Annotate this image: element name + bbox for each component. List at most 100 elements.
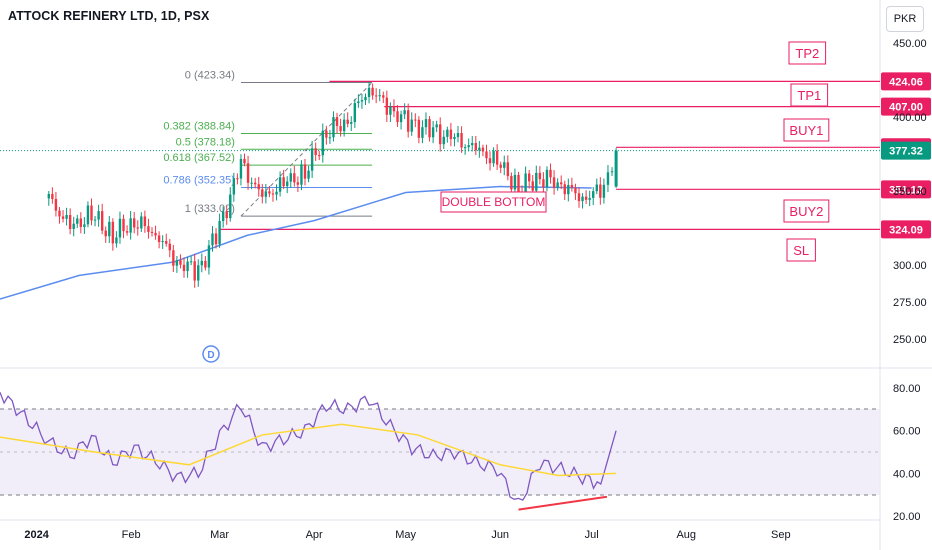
candle-body (310, 148, 314, 171)
tp1-box[interactable] (790, 83, 829, 107)
candle-body (150, 231, 154, 233)
time-axis-tick-label: Jul (585, 529, 599, 541)
candle-body (389, 106, 392, 115)
candle-body (567, 184, 570, 195)
candle-body (403, 110, 406, 115)
candle-body (353, 103, 357, 123)
candle-body (584, 196, 588, 200)
fib-level-label: 0 (423.34) (185, 69, 235, 81)
candle-body (229, 194, 232, 219)
candle-body (485, 151, 488, 159)
dividend-marker-icon[interactable] (202, 345, 220, 363)
double-bottom-box[interactable] (440, 191, 547, 213)
time-axis-tick-label: Mar (210, 529, 229, 541)
candle-body (286, 181, 289, 187)
candle-body (282, 177, 285, 187)
candle-body (61, 216, 65, 219)
candle-body (588, 197, 591, 200)
candle-body (325, 130, 328, 138)
candle-body (364, 97, 367, 101)
time-axis-tick-label: 2024 (24, 529, 49, 541)
buy1-box[interactable] (783, 118, 830, 142)
candle-body (211, 233, 214, 246)
tp2-box[interactable] (788, 41, 827, 65)
candle-body (595, 184, 598, 192)
candle-body (385, 97, 389, 115)
rsi-axis-tick-label: 60.00 (893, 426, 921, 438)
candle-body (510, 176, 513, 190)
candle-body (65, 215, 68, 219)
candle-body (296, 182, 300, 185)
candle-body (197, 265, 200, 281)
candle-body (499, 164, 502, 168)
candle-body (442, 136, 445, 145)
candle-body (257, 184, 260, 190)
candle-body (406, 110, 410, 132)
candle-body (54, 198, 58, 211)
buy2-label: BUY2 (789, 204, 823, 219)
candle-body (339, 125, 342, 132)
candle-body (574, 187, 577, 194)
candle-body (414, 119, 417, 121)
candle-body (303, 164, 307, 179)
time-axis-tick-label: May (395, 529, 416, 541)
buy2-box[interactable] (783, 199, 830, 223)
candle-body (517, 174, 520, 193)
candle-body (264, 191, 268, 197)
candle-body (314, 148, 317, 156)
candle-body (560, 182, 563, 185)
candle-body (189, 261, 193, 263)
rsi-axis-tick-label: 20.00 (893, 511, 921, 523)
candle-body (460, 133, 463, 148)
time-axis-tick-label: Apr (306, 529, 323, 541)
candle-body (346, 119, 349, 124)
fib-level-label: 0.618 (367.52) (163, 152, 235, 164)
candle-body (599, 184, 602, 198)
candle-body (495, 150, 499, 165)
dividend-marker-label: D (207, 350, 214, 361)
candle-body (179, 260, 182, 265)
rsi-overbought-oversold-band (0, 409, 880, 495)
candle-body (129, 218, 132, 233)
rsi-layer (0, 392, 617, 511)
candle-body (239, 158, 243, 179)
price-label-badge (881, 141, 931, 160)
candle-body (90, 205, 93, 221)
moving-average-line (0, 185, 592, 300)
candle-body (125, 231, 129, 233)
candles-layer (47, 81, 618, 288)
candle-body (527, 173, 531, 182)
candle-body (100, 211, 104, 231)
candle-body (243, 158, 246, 164)
candle-body (456, 133, 460, 137)
candle-body (506, 162, 510, 177)
candle-body (392, 106, 396, 112)
candle-body (193, 261, 196, 281)
candle-body (342, 119, 346, 132)
candle-body (531, 181, 534, 191)
candle-body (371, 87, 374, 96)
candle-body (478, 147, 481, 151)
fib-level-label: 0.382 (388.84) (163, 121, 235, 133)
candle-body (154, 232, 157, 236)
candle-body (186, 261, 189, 272)
candle-body (93, 219, 97, 221)
candle-body (300, 164, 303, 185)
candle-body (382, 95, 385, 98)
price-axis-tick-label: 450.00 (893, 38, 927, 50)
candle-body (275, 191, 278, 195)
sl-box[interactable] (786, 238, 816, 262)
fib-level-label: 0.786 (352.35) (163, 175, 235, 187)
candle-body (111, 221, 115, 244)
candle-body (542, 179, 545, 188)
currency-selector[interactable]: PKR (886, 6, 924, 32)
candle-body (246, 163, 250, 183)
candle-body (289, 173, 292, 182)
candle-body (293, 173, 296, 183)
candle-body (225, 211, 228, 219)
buy1-label: BUY1 (789, 123, 823, 138)
tp1-label: TP1 (797, 88, 821, 103)
candle-body (556, 182, 559, 188)
